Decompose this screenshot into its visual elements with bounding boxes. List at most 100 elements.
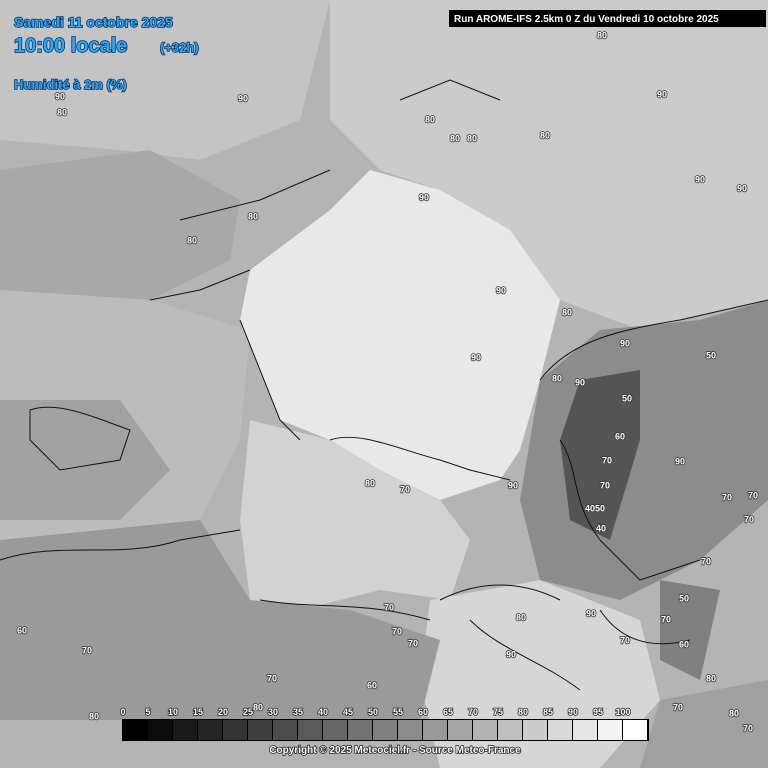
contour-label: 80 (706, 673, 716, 683)
contour-label: 90 (419, 192, 429, 202)
legend-tick-label: 10 (168, 707, 178, 717)
legend-swatch (223, 720, 247, 740)
contour-label: 90 (675, 456, 685, 466)
contour-label: 90 (620, 338, 630, 348)
contour-label: 60 (679, 639, 689, 649)
contour-label: 50 (622, 393, 632, 403)
contour-label: 90 (657, 89, 667, 99)
contour-label: 60 (615, 431, 625, 441)
contour-line (149, 269, 511, 481)
legend-swatch (498, 720, 522, 740)
legend-tick-label: 35 (293, 707, 303, 717)
legend-tick-label: 0 (120, 707, 125, 717)
contour-label: 90 (508, 480, 518, 490)
legend-swatch (398, 720, 422, 740)
legend-swatch (573, 720, 597, 740)
legend-swatch (148, 720, 172, 740)
contour-label: 70 (673, 702, 683, 712)
legend-swatch (273, 720, 297, 740)
atlantic-dark (0, 400, 170, 520)
legend-swatch (623, 720, 647, 740)
contour-label: 90 (55, 91, 65, 101)
corsica (660, 580, 720, 680)
legend-tick-label: 80 (518, 707, 528, 717)
contour-label: 80 (729, 708, 739, 718)
legend-swatch (248, 720, 272, 740)
contour-label: 80 (425, 114, 435, 124)
contour-label: 80 (187, 235, 197, 245)
contour-label: 80 (562, 307, 572, 317)
contour-label: 50 (706, 350, 716, 360)
contour-label: 70 (743, 723, 753, 733)
legend-tick-label: 85 (543, 707, 553, 717)
lead-time: (+32h) (160, 40, 199, 55)
legend-tick-label: 100 (615, 707, 630, 717)
legend: 0 5 10 15 20 25 30 35 40 45 50 55 60 65 70 75 80 85 90 95 10… (120, 706, 649, 741)
contour-label: 80 (248, 211, 258, 221)
legend-tick-label: 95 (593, 707, 603, 717)
contour-label: 90 (575, 377, 585, 387)
contour-label: 80 (450, 133, 460, 143)
legend-swatch (298, 720, 322, 740)
contour-label: 80 (253, 702, 263, 712)
legend-swatch (523, 720, 547, 740)
parameter-label: Humidité à 2m (%) (14, 77, 127, 92)
contour-line (0, 529, 561, 621)
contour-label: 90 (496, 285, 506, 295)
contour-label: 70 (661, 614, 671, 624)
legend-swatch (548, 720, 572, 740)
france-north (240, 170, 560, 500)
contour-label: 60 (17, 625, 27, 635)
legend-tick-label: 70 (468, 707, 478, 717)
france-south-west (240, 420, 470, 610)
legend-swatch (598, 720, 622, 740)
legend-tick-label: 15 (193, 707, 203, 717)
legend-swatch (323, 720, 347, 740)
legend-tick-label: 5 (145, 707, 150, 717)
legend-swatch (173, 720, 197, 740)
legend-swatch (373, 720, 397, 740)
contour-label: 70 (400, 484, 410, 494)
contour-label: 90 (586, 608, 596, 618)
contour-label: 70 (602, 455, 612, 465)
legend-tick-label: 45 (343, 707, 353, 717)
legend-swatch (473, 720, 497, 740)
contour-label: 80 (540, 130, 550, 140)
run-info: Run AROME-IFS 2.5km 0 Z du Vendredi 10 o… (454, 14, 719, 25)
contour-label: 80 (89, 711, 99, 721)
contour-label: 70 (267, 673, 277, 683)
legend-tick-label: 20 (218, 707, 228, 717)
contour-label: 70 (600, 480, 610, 490)
contour-line (539, 299, 768, 581)
copyright: Copyright © 2025 Meteociel.fr - Source M… (269, 745, 521, 756)
contour-label: 4050 (585, 503, 605, 513)
contour-label: 70 (722, 492, 732, 502)
legend-tick-label: 55 (393, 707, 403, 717)
legend-swatch (448, 720, 472, 740)
legend-tick-label: 65 (443, 707, 453, 717)
contour-label: 70 (744, 514, 754, 524)
contour-line (29, 79, 501, 471)
contour-label: 70 (620, 635, 630, 645)
legend-tick-label: 30 (268, 707, 278, 717)
legend-tick-label: 75 (493, 707, 503, 717)
contour-label: 90 (471, 352, 481, 362)
contour-label: 70 (82, 645, 92, 655)
contour-label: 80 (365, 478, 375, 488)
legend-swatch (123, 720, 147, 740)
legend-swatch (423, 720, 447, 740)
legend-tick-label: 40 (318, 707, 328, 717)
contour-label: 80 (597, 30, 607, 40)
contour-label: 50 (679, 593, 689, 603)
contour-label: 70 (384, 602, 394, 612)
contour-label: 70 (748, 490, 758, 500)
contour-label: 70 (408, 638, 418, 648)
contour-label: 70 (701, 556, 711, 566)
contour-label: 80 (57, 107, 67, 117)
contour-label: 80 (552, 373, 562, 383)
sardinia (640, 680, 768, 768)
channel-sea (0, 150, 240, 300)
uk-region (0, 0, 330, 160)
date-label: Samedi 11 octobre 2025 (14, 14, 173, 30)
